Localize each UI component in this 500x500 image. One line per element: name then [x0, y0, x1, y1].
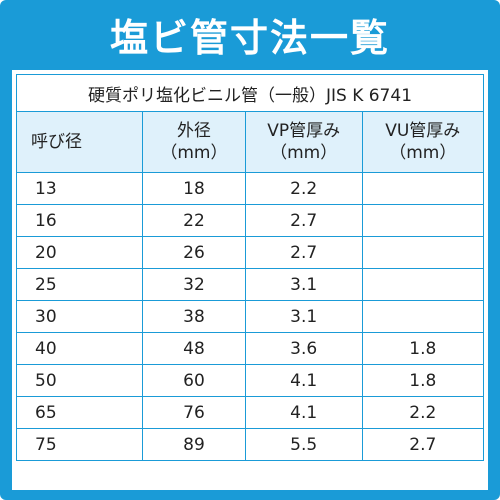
vu-thickness-cell: 2.2: [361, 396, 485, 429]
table-caption: 硬質ポリ塩化ビニル管（一般）JIS K 6741: [16, 74, 484, 112]
table-row: 30 38 3.1: [15, 300, 485, 333]
table-row: 25 32 3.1: [15, 268, 485, 301]
nominal-size-cell: 20: [15, 236, 144, 269]
vp-thickness-cell: 2.7: [244, 236, 363, 269]
header-vu-thickness: VU管厚み （mm）: [361, 111, 485, 173]
table-header-row: 呼び径 外径 （mm） VP管厚み （mm） VU管厚み （mm）: [15, 111, 485, 173]
vp-thickness-cell: 5.5: [244, 428, 363, 461]
outer-diameter-cell: 76: [142, 396, 246, 429]
outer-diameter-cell: 32: [142, 268, 246, 301]
vp-thickness-cell: 3.1: [244, 300, 363, 333]
nominal-size-cell: 65: [15, 396, 144, 429]
vu-thickness-cell: [361, 204, 485, 237]
vp-thickness-cell: 2.2: [244, 172, 363, 205]
header-vp-thickness: VP管厚み （mm）: [244, 111, 363, 173]
vu-thickness-cell: 1.8: [361, 364, 485, 397]
table-caption-row: 硬質ポリ塩化ビニル管（一般）JIS K 6741: [16, 74, 484, 112]
table-row: 16 22 2.7: [15, 204, 485, 237]
vp-thickness-cell: 4.1: [244, 396, 363, 429]
nominal-size-cell: 75: [15, 428, 144, 461]
outer-diameter-cell: 26: [142, 236, 246, 269]
pipe-dimension-table: 硬質ポリ塩化ビニル管（一般）JIS K 6741 呼び径 外径 （mm） VP管…: [15, 74, 485, 461]
header-nominal-size: 呼び径: [15, 111, 144, 173]
vu-thickness-cell: 1.8: [361, 332, 485, 365]
vu-thickness-cell: [361, 236, 485, 269]
vp-thickness-cell: 3.6: [244, 332, 363, 365]
vu-thickness-cell: 2.7: [361, 428, 485, 461]
table-row: 50 60 4.1 1.8: [15, 364, 485, 397]
outer-diameter-cell: 38: [142, 300, 246, 333]
header-outer-diameter: 外径 （mm）: [142, 111, 246, 173]
nominal-size-cell: 40: [15, 332, 144, 365]
nominal-size-cell: 16: [15, 204, 144, 237]
table-row: 20 26 2.7: [15, 236, 485, 269]
outer-diameter-cell: 60: [142, 364, 246, 397]
table-row: 40 48 3.6 1.8: [15, 332, 485, 365]
vu-thickness-cell: [361, 268, 485, 301]
nominal-size-cell: 25: [15, 268, 144, 301]
page-title: 塩ビ管寸法一覧: [109, 15, 390, 60]
vu-thickness-cell: [361, 172, 485, 205]
header-label: VU管厚み: [385, 121, 461, 141]
table-row: 65 76 4.1 2.2: [15, 396, 485, 429]
outer-diameter-cell: 48: [142, 332, 246, 365]
header-unit: （mm）: [389, 143, 457, 163]
header-label: 呼び径: [31, 132, 82, 152]
header-unit: （mm）: [270, 143, 338, 163]
nominal-size-cell: 50: [15, 364, 144, 397]
header-label: VP管厚み: [267, 121, 341, 141]
outer-diameter-cell: 18: [142, 172, 246, 205]
vp-thickness-cell: 4.1: [244, 364, 363, 397]
table-panel: 硬質ポリ塩化ビニル管（一般）JIS K 6741 呼び径 外径 （mm） VP管…: [12, 70, 488, 490]
nominal-size-cell: 30: [15, 300, 144, 333]
vp-thickness-cell: 2.7: [244, 204, 363, 237]
outer-diameter-cell: 89: [142, 428, 246, 461]
vp-thickness-cell: 3.1: [244, 268, 363, 301]
header-label: 外径: [176, 121, 211, 141]
header-unit: （mm）: [160, 143, 228, 163]
table-row: 75 89 5.5 2.7: [15, 428, 485, 461]
table-row: 13 18 2.2: [15, 172, 485, 205]
outer-diameter-cell: 22: [142, 204, 246, 237]
nominal-size-cell: 13: [15, 172, 144, 205]
vu-thickness-cell: [361, 300, 485, 333]
